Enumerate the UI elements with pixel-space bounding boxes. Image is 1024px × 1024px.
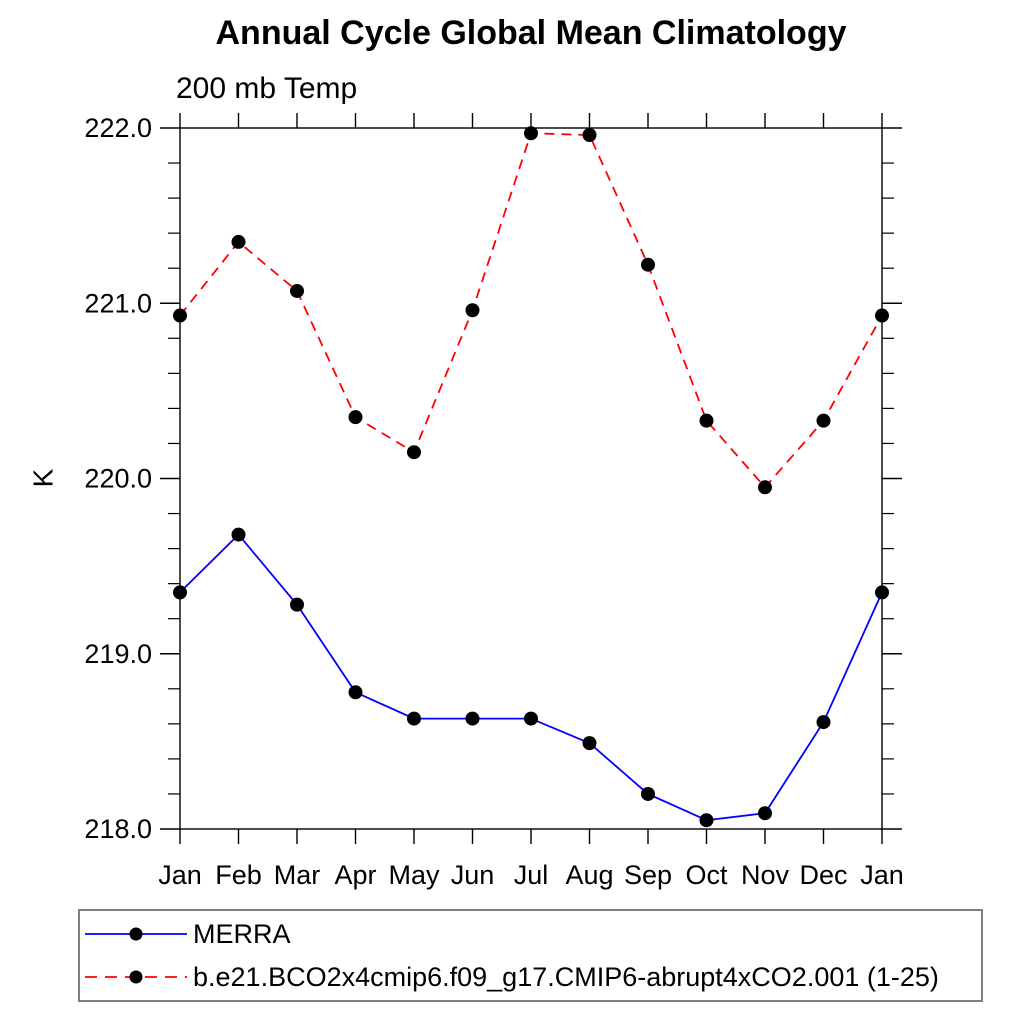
series-marker	[816, 413, 831, 428]
y-axis-title: K	[27, 468, 59, 488]
series-marker	[641, 257, 655, 272]
legend-line-sample-model	[85, 970, 187, 984]
series-marker	[758, 480, 772, 495]
series-marker	[816, 715, 831, 730]
series-line-1	[179, 132, 883, 489]
x-tick-label: Oct	[685, 860, 728, 890]
series-marker	[524, 711, 538, 726]
y-tick-label: 221.0	[84, 288, 152, 318]
series-marker	[348, 685, 363, 700]
series-marker	[641, 786, 655, 801]
chart-title: Annual Cycle Global Mean Climatology	[215, 14, 847, 52]
x-tick-label: Nov	[741, 860, 790, 890]
legend-label-model: b.e21.BCO2x4cmip6.f09_g17.CMIP6-abrupt4x…	[193, 961, 939, 992]
series-marker	[875, 308, 889, 323]
series-marker	[290, 597, 304, 612]
series-marker	[173, 585, 187, 600]
x-tick-label: Jan	[158, 860, 202, 890]
series-marker	[582, 736, 597, 751]
y-tick-label: 220.0	[84, 464, 152, 494]
legend-label-merra: MERRA	[193, 918, 291, 949]
legend-row-model: b.e21.BCO2x4cmip6.f09_g17.CMIP6-abrupt4x…	[84, 957, 981, 998]
y-tick-label: 222.0	[84, 113, 152, 143]
series-marker	[524, 126, 538, 141]
x-tick-label: Dec	[799, 860, 847, 890]
chart-subtitle: 200 mb Temp	[176, 72, 358, 105]
series-marker	[231, 527, 246, 542]
series-marker	[465, 303, 480, 318]
series-marker	[407, 711, 421, 726]
x-tick-label: Apr	[334, 860, 376, 890]
x-tick-label: Jul	[514, 860, 549, 890]
x-tick-label: Mar	[274, 860, 321, 890]
x-tick-label: Sep	[624, 860, 672, 890]
x-tick-label: Jan	[860, 860, 904, 890]
series-marker	[875, 585, 889, 600]
x-tick-label: Aug	[565, 860, 613, 890]
y-tick-label: 219.0	[84, 639, 152, 669]
series-marker	[348, 410, 363, 425]
x-tick-label: Feb	[215, 860, 262, 890]
legend-row-merra: MERRA	[84, 914, 981, 955]
x-tick-label: Jun	[451, 860, 495, 890]
series-marker	[699, 813, 714, 828]
series-marker	[407, 445, 421, 460]
legend-line-sample-merra	[85, 927, 187, 941]
legend-marker-icon	[129, 970, 143, 984]
series-marker	[290, 283, 304, 298]
series-marker	[465, 711, 480, 726]
y-tick-label: 218.0	[84, 814, 152, 844]
series-marker	[231, 234, 246, 249]
series-marker	[173, 308, 187, 323]
legend: MERRA b.e21.BCO2x4cmip6.f09_g17.CMIP6-ab…	[78, 909, 983, 1002]
x-tick-label: May	[388, 860, 440, 890]
legend-marker-icon	[129, 927, 143, 941]
series-marker	[582, 128, 597, 143]
series-marker	[699, 413, 714, 428]
series-line-0	[179, 533, 883, 822]
series-marker	[758, 806, 772, 821]
